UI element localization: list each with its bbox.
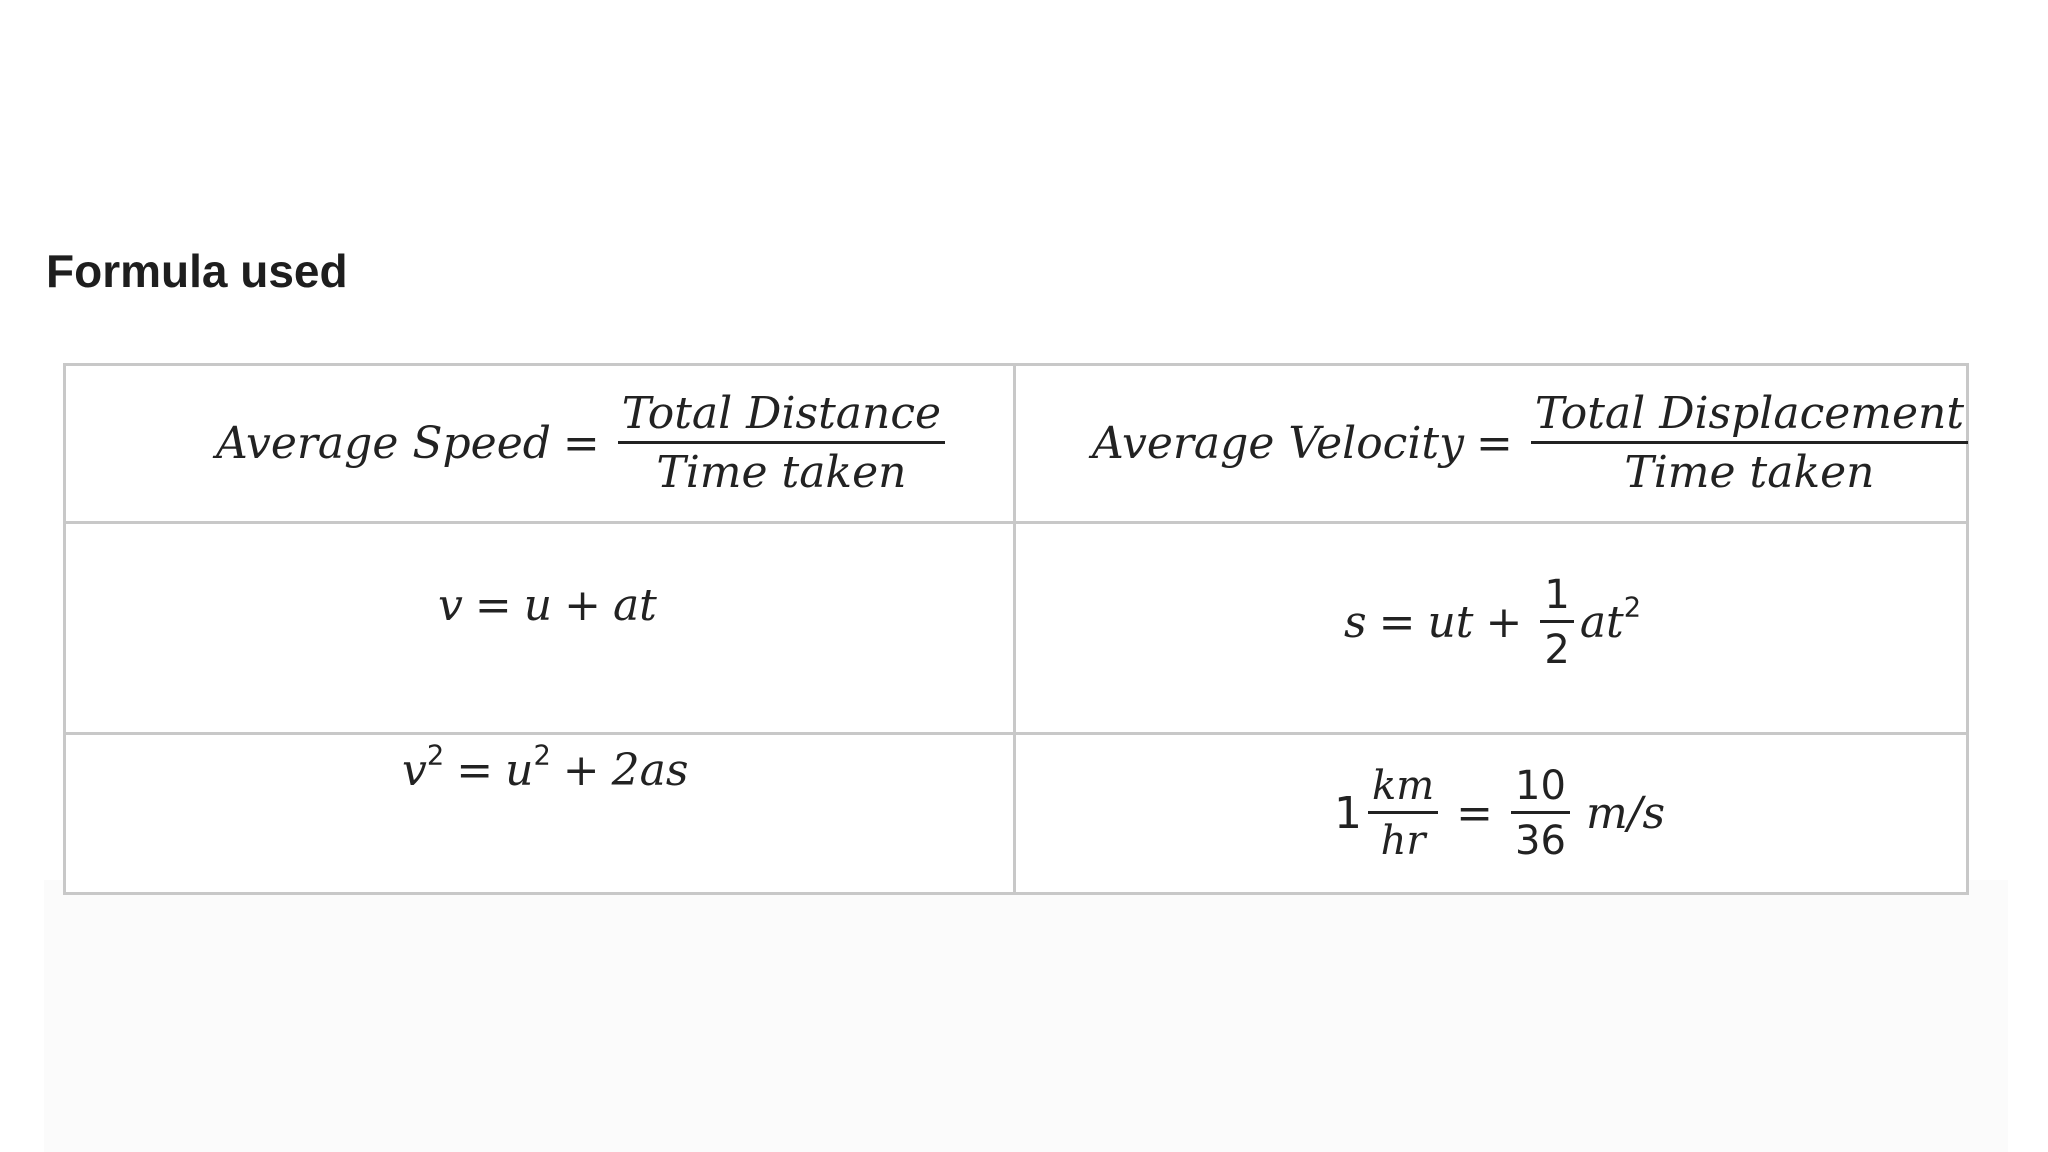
unit-mps: m/s: [1585, 788, 1666, 839]
term-u-squared: u2: [505, 742, 551, 796]
displacement-over-time-fraction: Total Displacement Time taken: [1530, 388, 1969, 499]
fraction-denominator: hr: [1380, 818, 1426, 864]
exponent: 2: [426, 740, 445, 772]
fraction-numerator: Total Displacement: [1534, 388, 1965, 439]
fraction-bar: [1540, 620, 1574, 623]
fraction-bar: [1530, 441, 1969, 445]
fraction-bar: [1511, 811, 1570, 814]
table-row: Average Speed = Total Distance Time take…: [63, 363, 1969, 524]
term-2as: 2as: [611, 745, 689, 796]
average-velocity-label: Average Velocity: [1092, 418, 1464, 470]
variable-v: v: [402, 745, 427, 796]
term-ut: ut: [1427, 597, 1474, 648]
second-equation-of-motion: s = ut + 1 2 at2: [1344, 574, 1641, 671]
table-row: v2 = u2 + 2as 1 km hr = 10 36: [63, 732, 1969, 895]
equals-sign: =: [456, 745, 494, 796]
one-half-fraction: 1 2: [1540, 572, 1574, 673]
average-speed-formula: Average Speed = Total Distance Time take…: [216, 388, 951, 499]
variable-u: u: [505, 745, 534, 796]
equals-sign: =: [474, 580, 512, 631]
exponent: 2: [533, 740, 551, 772]
fraction-bar: [1368, 811, 1439, 814]
term-at-squared: at2: [1579, 594, 1641, 648]
cell-second-equation: s = ut + 1 2 at2: [1013, 521, 1969, 735]
cell-average-speed: Average Speed = Total Distance Time take…: [63, 363, 1016, 524]
average-velocity-formula: Average Velocity = Total Displacement Ti…: [1092, 388, 1974, 499]
plus-sign: +: [564, 580, 601, 631]
cell-first-equation: v = u + at: [63, 521, 1016, 735]
distance-over-time-fraction: Total Distance Time taken: [617, 388, 946, 499]
cell-unit-conversion: 1 km hr = 10 36 m/s: [1013, 732, 1969, 895]
section-heading: Formula used: [46, 245, 348, 297]
kmh-to-ms-conversion: 1 km hr = 10 36 m/s: [1334, 765, 1665, 862]
leading-one: 1: [1334, 788, 1362, 839]
fraction-numerator: Total Distance: [621, 388, 942, 439]
equals-sign: =: [562, 418, 600, 470]
term-v-squared: v2: [402, 742, 444, 796]
formula-table: Average Speed = Total Distance Time take…: [63, 363, 1969, 895]
fraction-numerator: 1: [1544, 572, 1570, 618]
fraction-bar: [617, 441, 946, 445]
equals-sign: =: [1475, 418, 1513, 470]
first-equation-of-motion: v = u + at: [438, 580, 657, 631]
term-at: at: [612, 580, 657, 631]
fraction-denominator: 36: [1515, 818, 1566, 864]
cell-third-equation: v2 = u2 + 2as: [63, 732, 1016, 895]
table-row: v = u + at s = ut + 1 2 at2: [63, 521, 1969, 735]
variable-v: v: [438, 580, 463, 631]
fraction-numerator: 10: [1515, 763, 1566, 809]
plus-sign: +: [1485, 597, 1523, 648]
term-at: at: [1579, 597, 1624, 648]
ten-over-thirty-six-fraction: 10 36: [1511, 765, 1570, 862]
fraction-denominator: 2: [1544, 627, 1570, 673]
cell-average-velocity: Average Velocity = Total Displacement Ti…: [1013, 363, 1969, 524]
exponent: 2: [1623, 592, 1642, 624]
third-equation-of-motion: v2 = u2 + 2as: [402, 742, 689, 796]
fraction-numerator: km: [1372, 763, 1435, 809]
plus-sign: +: [562, 745, 600, 796]
km-per-hr-fraction: km hr: [1368, 763, 1439, 864]
fraction-denominator: Time taken: [656, 447, 907, 499]
equals-sign: =: [1378, 597, 1416, 648]
fraction-denominator: Time taken: [1624, 447, 1875, 499]
equals-sign: =: [1456, 788, 1494, 839]
variable-s: s: [1344, 597, 1367, 648]
variable-u: u: [523, 580, 553, 631]
average-speed-label: Average Speed: [216, 418, 551, 470]
lower-background-panel: [44, 880, 2008, 1152]
